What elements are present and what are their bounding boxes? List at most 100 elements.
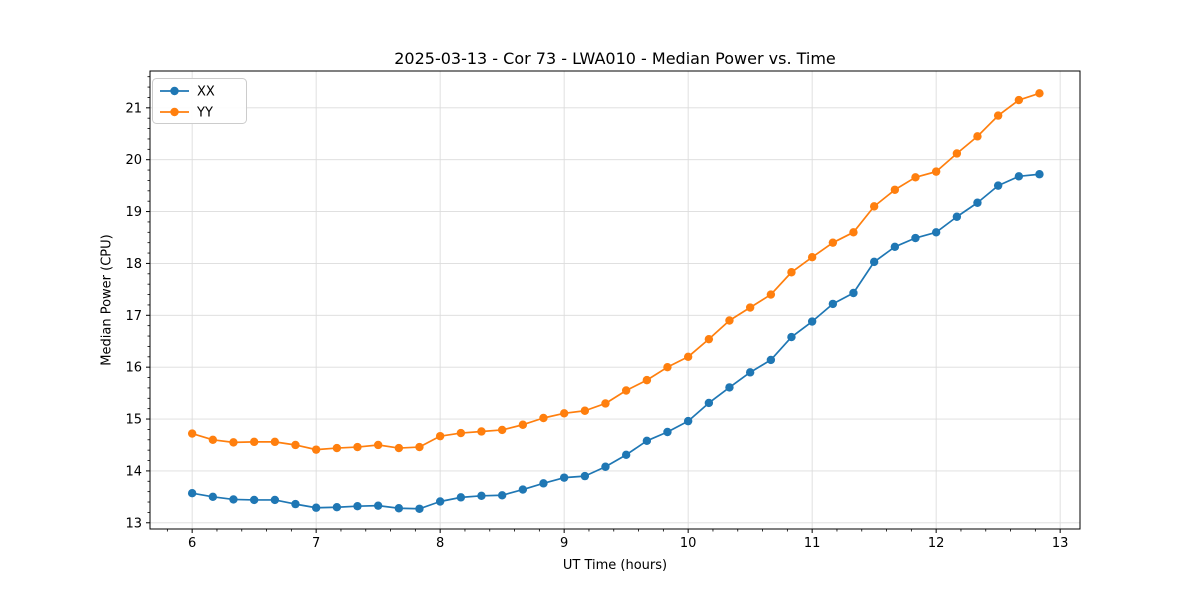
x-tick-label: 7 (312, 536, 320, 551)
data-point-xx (456, 493, 466, 502)
data-point-yy (807, 253, 817, 262)
data-point-yy (208, 435, 218, 444)
data-point-yy (580, 406, 590, 415)
data-point-yy (291, 440, 300, 450)
data-point-xx (291, 499, 300, 509)
data-point-yy (187, 429, 197, 438)
data-point-yy (683, 352, 693, 361)
data-point-xx (353, 501, 362, 511)
data-point-xx (952, 212, 962, 221)
data-point-xx (642, 436, 652, 446)
data-point-xx (869, 257, 879, 267)
data-point-yy (993, 111, 1003, 120)
y-tick-label: 13 (125, 516, 142, 531)
data-point-xx (311, 503, 321, 512)
data-point-xx (559, 473, 569, 482)
data-point-xx (601, 462, 610, 471)
data-point-yy (394, 443, 404, 453)
data-point-yy (725, 316, 734, 325)
data-point-yy (311, 445, 321, 454)
data-point-xx (766, 355, 776, 365)
data-point-xx (518, 485, 528, 494)
data-point-yy (952, 149, 962, 158)
data-point-yy (539, 413, 548, 423)
data-point-xx (725, 383, 734, 392)
data-point-yy (415, 442, 424, 452)
legend-marker-xx (170, 86, 179, 96)
plot-area: 6 7 8 9 10 11 12 13 13 14 15 16 17 18 19 20 21 (125, 70, 1081, 551)
data-point-yy (373, 440, 383, 450)
x-tick-label: 10 (680, 536, 697, 551)
data-point-xx (394, 504, 404, 513)
data-point-yy (869, 202, 879, 211)
data-point-xx (745, 368, 755, 377)
data-point-yy (973, 132, 982, 141)
data-point-yy (787, 268, 796, 277)
data-point-yy (601, 399, 610, 408)
series-line-yy (191, 92, 1040, 451)
legend-label-yy: YY (196, 106, 213, 121)
data-point-yy (518, 420, 528, 429)
y-tick-label: 14 (125, 464, 142, 479)
legend: XX YY (152, 78, 247, 124)
data-point-yy (456, 428, 466, 438)
y-axis-label: Median Power (CPU) (99, 234, 115, 366)
data-point-yy (663, 362, 672, 372)
data-point-yy (435, 431, 445, 441)
data-point-yy (1014, 95, 1024, 105)
data-point-yy (353, 442, 362, 452)
data-point-xx (332, 503, 342, 512)
data-point-yy (249, 437, 259, 447)
data-point-yy (477, 427, 486, 436)
data-point-xx (270, 495, 280, 505)
plot-border (149, 70, 1081, 530)
data-point-xx (931, 228, 941, 237)
data-point-yy (931, 167, 941, 176)
data-point-yy (642, 375, 652, 385)
data-point-xx (849, 288, 858, 298)
data-point-yy (890, 185, 900, 194)
data-point-yy (828, 238, 838, 247)
y-tick-label: 19 (125, 205, 142, 220)
data-point-xx (580, 471, 590, 481)
data-point-xx (828, 299, 838, 309)
x-tick-label: 13 (1052, 536, 1069, 551)
data-point-yy (270, 437, 280, 447)
y-tick-label: 16 (125, 361, 142, 376)
data-point-xx (477, 491, 486, 501)
data-point-yy (332, 443, 342, 453)
data-point-xx (973, 198, 982, 207)
data-point-yy (745, 303, 755, 312)
data-point-xx (787, 332, 796, 342)
x-tick-label: 12 (928, 536, 945, 551)
data-point-yy (704, 334, 714, 344)
data-point-xx (187, 489, 197, 498)
data-point-xx (890, 242, 900, 252)
data-point-xx (539, 479, 548, 488)
y-tick-label: 15 (125, 413, 142, 428)
data-point-yy (229, 438, 238, 447)
x-tick-label: 8 (436, 536, 444, 551)
data-point-yy (621, 386, 631, 395)
y-tick-label: 18 (125, 257, 142, 272)
data-point-xx (704, 398, 714, 408)
data-point-xx (683, 416, 693, 426)
data-point-xx (208, 492, 218, 502)
data-point-xx (621, 450, 631, 460)
data-point-xx (993, 181, 1003, 190)
data-point-xx (663, 427, 672, 437)
data-point-xx (497, 491, 507, 500)
data-point-yy (1035, 89, 1044, 98)
y-tick-label: 21 (125, 101, 142, 116)
data-point-yy (911, 173, 920, 182)
data-point-xx (435, 497, 445, 506)
legend-label-xx: XX (197, 85, 215, 100)
y-tick-label: 20 (125, 153, 142, 168)
data-point-yy (849, 228, 858, 237)
data-point-yy (559, 409, 569, 418)
x-tick-label: 6 (188, 536, 196, 551)
data-point-xx (229, 495, 238, 504)
data-point-yy (497, 425, 507, 435)
